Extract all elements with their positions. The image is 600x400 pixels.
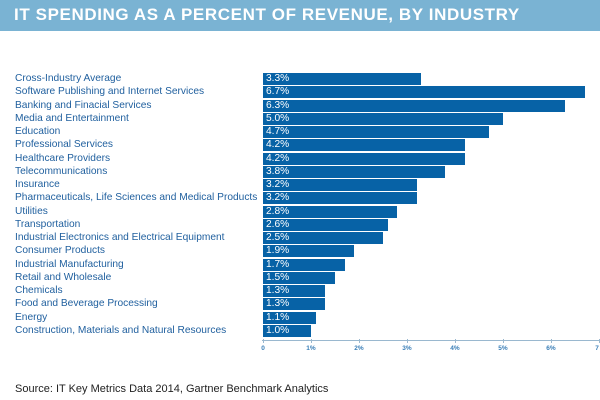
bar <box>263 258 345 271</box>
source-note: Source: IT Key Metrics Data 2014, Gartne… <box>15 383 329 395</box>
x-tick-label: 0 <box>261 345 265 352</box>
category-label: Cross-Industry Average <box>15 73 122 84</box>
bar-value-label: 1.1% <box>266 311 290 323</box>
category-label: Utilities <box>15 205 48 217</box>
bar-value-label: 6.3% <box>266 99 290 111</box>
x-tick <box>263 339 264 343</box>
bar <box>263 192 417 205</box>
bar <box>263 298 326 311</box>
category-label: Banking and Finacial Services <box>15 99 152 111</box>
category-label: Construction, Materials and Natural Reso… <box>15 324 227 336</box>
category-label: Industrial Electronics and Electrical Eq… <box>15 232 225 243</box>
x-tick-label: 2% <box>354 345 364 352</box>
bar-value-label: 2.5% <box>266 232 290 243</box>
category-label: Chemicals <box>15 285 63 296</box>
bar-value-label: 1.5% <box>266 271 290 283</box>
x-tick-label: 4% <box>450 345 460 352</box>
category-label: Insurance <box>15 179 60 190</box>
x-tick <box>455 339 456 343</box>
category-label: Industrial Manufacturing <box>15 258 124 270</box>
bar <box>263 139 465 152</box>
category-label: Software Publishing and Internet Service… <box>15 86 205 98</box>
bar-value-label: 3.3% <box>266 73 290 84</box>
bar-value-label: 2.6% <box>266 218 290 230</box>
category-label: Telecommunications <box>15 165 108 177</box>
x-tick-label: 1% <box>306 345 316 352</box>
category-label: Retail and Wholesale <box>15 271 112 283</box>
category-label: Food and Beverage Processing <box>15 298 158 310</box>
bar-value-label: 1.9% <box>266 245 290 257</box>
bar <box>263 179 417 191</box>
bar <box>263 152 465 165</box>
bar <box>263 285 326 297</box>
bar <box>263 99 566 112</box>
x-tick-label: 3% <box>402 345 412 352</box>
bar <box>263 205 398 218</box>
x-tick <box>503 339 504 343</box>
bar-value-label: 6.7% <box>266 86 290 98</box>
bar-value-label: 2.8% <box>266 205 290 217</box>
bar <box>263 232 383 244</box>
bar <box>263 311 316 324</box>
chart-title: IT SPENDING AS A PERCENT OF REVENUE, BY … <box>14 5 520 24</box>
x-tick <box>359 339 360 343</box>
bar-value-label: 1.7% <box>266 258 290 270</box>
bar-value-label: 3.2% <box>266 179 290 190</box>
bar-value-label: 1.3% <box>266 298 290 310</box>
bar-value-label: 4.7% <box>266 126 290 137</box>
x-tick-label: 5% <box>498 345 508 352</box>
bar <box>263 112 503 125</box>
category-label: Pharmaceuticals, Life Sciences and Medic… <box>15 192 258 204</box>
title-bar: IT SPENDING AS A PERCENT OF REVENUE, BY … <box>0 0 600 31</box>
bar <box>263 271 335 284</box>
bar-value-label: 4.2% <box>266 152 290 164</box>
category-label: Transportation <box>15 218 81 230</box>
x-tick <box>311 339 312 343</box>
bar-value-label: 1.3% <box>266 285 290 296</box>
bar <box>263 218 388 231</box>
x-tick-label: 7 <box>595 345 599 352</box>
category-label: Education <box>15 126 61 137</box>
bar-value-label: 3.2% <box>266 192 290 204</box>
bar-value-label: 5.0% <box>266 112 290 124</box>
bar <box>263 86 585 99</box>
bar <box>263 324 311 337</box>
category-label: Media and Entertainment <box>15 112 129 124</box>
x-axis-line <box>262 340 599 341</box>
bar <box>263 165 446 178</box>
bar-value-label: 1.0% <box>266 324 290 336</box>
bar <box>263 245 355 258</box>
category-label: Professional Services <box>15 139 113 151</box>
x-tick <box>407 339 408 343</box>
category-label: Healthcare Providers <box>15 152 111 164</box>
category-label: Energy <box>15 311 48 323</box>
bar <box>263 73 422 85</box>
bar-value-label: 4.2% <box>266 139 290 151</box>
x-tick-label: 6% <box>546 345 556 352</box>
x-tick <box>551 339 552 343</box>
bar <box>263 126 489 138</box>
bar-value-label: 3.8% <box>266 165 290 177</box>
category-label: Consumer Products <box>15 245 106 257</box>
